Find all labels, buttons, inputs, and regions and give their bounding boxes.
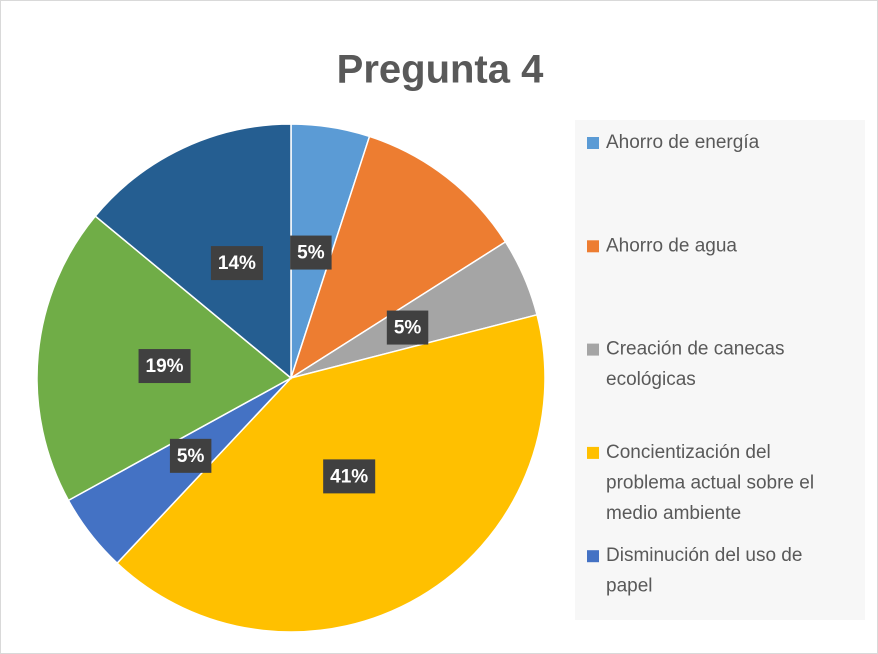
legend-swatch [587,446,599,459]
legend-panel [575,120,865,620]
data-label: 14% [218,253,256,274]
legend-line: Ahorro de energía [606,132,760,153]
data-label-box [386,310,429,345]
legend-line: problema actual sobre el [606,472,814,493]
data-label: 41% [330,466,368,487]
legend-line: medio ambiente [606,503,741,524]
data-label-box [210,246,263,281]
legend-line: Ahorro de agua [606,235,737,256]
data-label: 5% [177,446,205,467]
data-label: 19% [146,356,184,377]
data-label: 5% [394,318,422,339]
legend-label: Concientización del problema actual sobre… [606,442,814,524]
pie-slice [94,123,292,380]
legend-swatch [587,550,599,563]
data-label: 5% [297,243,325,264]
legend-line: Creación de canecas [606,339,785,360]
legend-label: Ahorro de energía [606,132,760,153]
legend-swatch [587,343,599,356]
legend-label: Disminución del uso de papel [606,545,802,597]
legend-label: Creación de canecas ecológicas [606,339,785,391]
legend-line: ecológicas [606,369,696,390]
data-label-box [323,459,376,494]
data-label-box [169,438,212,473]
legend-line: papel [606,576,653,597]
legend-swatch [587,137,599,149]
legend-line: Concientización del [606,442,771,463]
legend-line: Disminución del uso de [606,545,802,566]
data-label-box [290,235,332,270]
chart-title: Pregunta 4 [337,48,544,92]
data-label-box [138,349,191,384]
pie-slice [289,135,507,380]
legend-swatch [587,240,599,253]
legend-label: Ahorro de agua [606,235,737,256]
